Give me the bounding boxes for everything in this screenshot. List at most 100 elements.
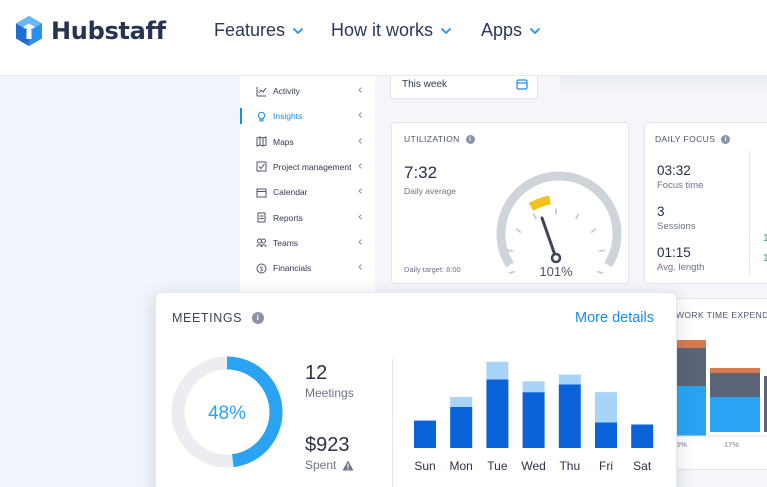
chevron-left-icon bbox=[358, 163, 362, 169]
wt-bar-segment bbox=[710, 397, 760, 432]
sidebar-item-label: Insights bbox=[273, 111, 303, 122]
sidebar-item-maps[interactable]: Maps bbox=[256, 132, 374, 152]
sidebar-item-financials[interactable]: $ Financials bbox=[256, 258, 374, 278]
day-label-tue: Tue bbox=[487, 459, 508, 473]
gauge-ticks bbox=[506, 208, 606, 274]
sidebar-item-label: Reports bbox=[273, 212, 303, 223]
day-label-thu: Thu bbox=[559, 459, 581, 473]
day-label-sat: Sat bbox=[633, 459, 652, 473]
checkbox-icon bbox=[256, 161, 267, 172]
bar-wed-primary bbox=[522, 392, 545, 448]
chevron-left-icon bbox=[358, 112, 362, 119]
gauge-percent: 101% bbox=[539, 264, 573, 279]
work-time-title: WORK TIME EXPENDITURE bbox=[676, 310, 767, 320]
nav-item-how-it-works[interactable]: How it works bbox=[331, 20, 452, 41]
day-label-fri: Fri bbox=[599, 459, 613, 473]
bar-fri-secondary bbox=[595, 392, 617, 423]
sidebar-item-activity[interactable]: Activity bbox=[256, 81, 374, 101]
sidebar-item-label: Teams bbox=[273, 237, 299, 248]
calendar-icon bbox=[256, 188, 267, 198]
info-icon[interactable]: i bbox=[252, 312, 265, 324]
utilization-sub: Daily average bbox=[404, 186, 456, 196]
wt-tick-label: 3% bbox=[676, 440, 687, 449]
utilization-gauge: 101% bbox=[496, 171, 622, 279]
dollar-icon: $ bbox=[256, 263, 267, 274]
day-label-sun: Sun bbox=[414, 459, 436, 473]
gauge-tick bbox=[590, 228, 597, 233]
gauge-tick bbox=[508, 270, 515, 274]
wt-bar-segment bbox=[710, 368, 760, 373]
gauge-needle bbox=[540, 216, 558, 260]
sidebar-item-calendar[interactable]: Calendar bbox=[256, 182, 374, 202]
avg-length-label: Avg. length bbox=[657, 262, 705, 273]
meetings-donut: 48% bbox=[171, 356, 283, 468]
daily-focus-card: DAILY FOCUS i 03:32 Focus time 3 Session… bbox=[644, 122, 767, 284]
chevron-down-icon bbox=[441, 27, 451, 34]
wt-tick-label: 17% bbox=[724, 440, 740, 449]
nav-item-features[interactable]: Features bbox=[214, 20, 304, 41]
sessions-label: Sessions bbox=[657, 221, 696, 232]
focus-divider bbox=[749, 151, 750, 275]
trend-mark: 1 bbox=[763, 253, 767, 264]
wt-bar-segment bbox=[676, 348, 706, 386]
report-icon bbox=[257, 212, 266, 223]
more-details-link[interactable]: More details bbox=[575, 310, 654, 326]
meetings-spent-label: Spent bbox=[305, 458, 337, 472]
calendar-icon bbox=[516, 79, 528, 90]
gauge-hub bbox=[550, 252, 562, 264]
chevron-left-icon bbox=[358, 137, 362, 144]
meetings-card: MEETINGS i More details 48% 12 Meetings … bbox=[155, 292, 677, 487]
warning-icon[interactable] bbox=[342, 460, 354, 471]
logo[interactable]: Hubstaff bbox=[12, 14, 166, 48]
brand-name: Hubstaff bbox=[51, 17, 166, 45]
sidebar-item-label: Project management bbox=[273, 161, 352, 172]
chevron-left-icon bbox=[358, 188, 362, 195]
gauge-tick bbox=[532, 213, 537, 220]
gauge-tick bbox=[515, 228, 522, 233]
gauge-tick bbox=[506, 249, 514, 252]
sidebar-item-label: Activity bbox=[273, 86, 300, 96]
sidebar-item-insights[interactable]: Insights bbox=[256, 106, 374, 126]
gauge-track bbox=[496, 171, 622, 268]
chevron-down-icon bbox=[293, 27, 303, 34]
gauge-target-segment bbox=[528, 195, 551, 211]
donut-fill bbox=[171, 356, 283, 468]
header-shadow bbox=[560, 76, 767, 92]
nav-label: Apps bbox=[481, 20, 523, 40]
sidebar-item-label: Financials bbox=[273, 263, 312, 274]
meetings-count: 12 bbox=[305, 362, 328, 384]
chevron-left-icon bbox=[358, 87, 362, 93]
gauge-tick bbox=[598, 249, 606, 252]
info-icon[interactable]: i bbox=[721, 134, 731, 144]
bar-mon-secondary bbox=[450, 397, 473, 407]
site-header: Hubstaff Features How it works Apps bbox=[0, 0, 767, 76]
day-label-mon: Mon bbox=[449, 459, 473, 473]
trend-mark: 1 bbox=[763, 233, 767, 244]
bar-mon-primary bbox=[450, 406, 473, 448]
meetings-title: MEETINGS bbox=[172, 311, 243, 325]
sidebar-item-reports[interactable]: Reports bbox=[256, 208, 374, 228]
meetings-count-label: Meetings bbox=[305, 386, 354, 400]
sidebar-item-teams[interactable]: Teams bbox=[256, 233, 374, 253]
gauge-tick bbox=[575, 213, 580, 220]
nav-label: How it works bbox=[331, 20, 434, 40]
focus-time-label: Focus time bbox=[657, 180, 704, 191]
bar-thu-primary bbox=[558, 384, 581, 448]
chevron-left-icon bbox=[358, 238, 362, 245]
info-icon[interactable]: i bbox=[465, 134, 475, 144]
sidebar-item-project-management[interactable]: Project management bbox=[256, 157, 374, 177]
chevron-left-icon bbox=[358, 264, 362, 270]
bar-tue-primary bbox=[486, 379, 509, 448]
utilization-card: UTILIZATION i 7:32 Daily average Daily t… bbox=[391, 122, 629, 284]
date-range-value: This week bbox=[402, 79, 448, 90]
work-time-chart bbox=[676, 340, 767, 437]
bar-fri-primary bbox=[595, 422, 617, 448]
avg-length-value: 01:15 bbox=[657, 245, 691, 260]
hubstaff-logo-icon bbox=[16, 16, 42, 46]
chevron-down-icon bbox=[530, 27, 540, 34]
wt-bar-segment bbox=[764, 376, 767, 432]
nav-item-apps[interactable]: Apps bbox=[481, 20, 541, 41]
utilization-value: 7:32 bbox=[404, 163, 438, 182]
meetings-bar-chart bbox=[414, 361, 654, 448]
wt-bar-segment bbox=[676, 386, 706, 436]
